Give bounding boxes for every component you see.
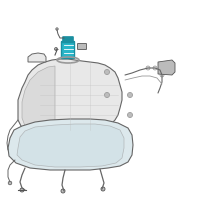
Polygon shape <box>17 124 124 167</box>
FancyBboxPatch shape <box>62 42 74 58</box>
Polygon shape <box>22 66 55 129</box>
Circle shape <box>56 28 58 30</box>
FancyBboxPatch shape <box>63 37 73 43</box>
Circle shape <box>146 66 150 70</box>
Polygon shape <box>28 53 46 62</box>
Polygon shape <box>18 59 122 131</box>
Polygon shape <box>158 60 175 75</box>
Circle shape <box>128 112 132 117</box>
Circle shape <box>101 187 105 191</box>
Circle shape <box>104 70 110 74</box>
Circle shape <box>160 73 164 77</box>
Circle shape <box>104 92 110 98</box>
Circle shape <box>8 181 12 185</box>
Circle shape <box>128 92 132 98</box>
Circle shape <box>54 47 58 50</box>
FancyBboxPatch shape <box>78 44 86 49</box>
Polygon shape <box>8 119 133 170</box>
Circle shape <box>153 66 157 70</box>
Circle shape <box>61 189 65 193</box>
Circle shape <box>20 188 24 192</box>
